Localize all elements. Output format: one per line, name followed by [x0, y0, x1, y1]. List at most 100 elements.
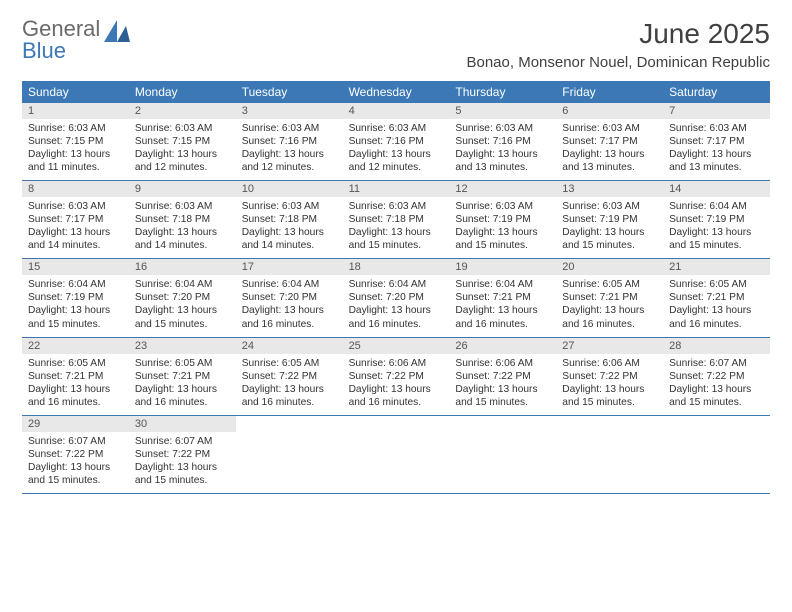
day-cell: 4Sunrise: 6:03 AMSunset: 7:16 PMDaylight… [343, 103, 450, 180]
day-cell: 27Sunrise: 6:06 AMSunset: 7:22 PMDayligh… [556, 338, 663, 415]
daylight-text: Daylight: 13 hours and 16 minutes. [242, 383, 337, 409]
day-cell [556, 416, 663, 493]
day-number: 5 [449, 103, 556, 119]
day-number: 11 [343, 181, 450, 197]
day-cell: 10Sunrise: 6:03 AMSunset: 7:18 PMDayligh… [236, 181, 343, 258]
weekday-label: Sunday [22, 81, 129, 103]
day-number: 13 [556, 181, 663, 197]
day-cell: 29Sunrise: 6:07 AMSunset: 7:22 PMDayligh… [22, 416, 129, 493]
daylight-text: Daylight: 13 hours and 16 minutes. [135, 383, 230, 409]
weekday-label: Monday [129, 81, 236, 103]
daylight-text: Daylight: 13 hours and 15 minutes. [135, 304, 230, 330]
day-number: 3 [236, 103, 343, 119]
day-number: 9 [129, 181, 236, 197]
sunset-text: Sunset: 7:15 PM [135, 135, 230, 148]
sunrise-text: Sunrise: 6:07 AM [669, 357, 764, 370]
sunset-text: Sunset: 7:16 PM [455, 135, 550, 148]
daylight-text: Daylight: 13 hours and 13 minutes. [562, 148, 657, 174]
sunrise-text: Sunrise: 6:03 AM [135, 122, 230, 135]
week-row: 1Sunrise: 6:03 AMSunset: 7:15 PMDaylight… [22, 103, 770, 181]
sunrise-text: Sunrise: 6:03 AM [242, 200, 337, 213]
sunset-text: Sunset: 7:17 PM [28, 213, 123, 226]
day-cell [236, 416, 343, 493]
day-cell: 7Sunrise: 6:03 AMSunset: 7:17 PMDaylight… [663, 103, 770, 180]
day-cell: 18Sunrise: 6:04 AMSunset: 7:20 PMDayligh… [343, 259, 450, 336]
sunrise-text: Sunrise: 6:03 AM [562, 200, 657, 213]
calendar: Sunday Monday Tuesday Wednesday Thursday… [22, 81, 770, 494]
logo: General Blue [22, 18, 130, 62]
daylight-text: Daylight: 13 hours and 16 minutes. [349, 383, 444, 409]
day-number: 24 [236, 338, 343, 354]
sunset-text: Sunset: 7:19 PM [669, 213, 764, 226]
sunrise-text: Sunrise: 6:03 AM [242, 122, 337, 135]
sunset-text: Sunset: 7:21 PM [562, 291, 657, 304]
logo-mark-icon [104, 20, 130, 42]
sunrise-text: Sunrise: 6:03 AM [28, 122, 123, 135]
sunrise-text: Sunrise: 6:05 AM [242, 357, 337, 370]
day-cell: 15Sunrise: 6:04 AMSunset: 7:19 PMDayligh… [22, 259, 129, 336]
sunrise-text: Sunrise: 6:04 AM [349, 278, 444, 291]
day-cell: 12Sunrise: 6:03 AMSunset: 7:19 PMDayligh… [449, 181, 556, 258]
sunrise-text: Sunrise: 6:03 AM [455, 200, 550, 213]
weekday-label: Thursday [449, 81, 556, 103]
week-row: 22Sunrise: 6:05 AMSunset: 7:21 PMDayligh… [22, 338, 770, 416]
daylight-text: Daylight: 13 hours and 15 minutes. [28, 461, 123, 487]
day-cell: 26Sunrise: 6:06 AMSunset: 7:22 PMDayligh… [449, 338, 556, 415]
sunrise-text: Sunrise: 6:07 AM [28, 435, 123, 448]
daylight-text: Daylight: 13 hours and 16 minutes. [349, 304, 444, 330]
daylight-text: Daylight: 13 hours and 15 minutes. [135, 461, 230, 487]
sunset-text: Sunset: 7:20 PM [135, 291, 230, 304]
daylight-text: Daylight: 13 hours and 11 minutes. [28, 148, 123, 174]
sunrise-text: Sunrise: 6:03 AM [455, 122, 550, 135]
week-row: 15Sunrise: 6:04 AMSunset: 7:19 PMDayligh… [22, 259, 770, 337]
title-block: June 2025 Bonao, Monsenor Nouel, Dominic… [466, 18, 770, 71]
day-cell: 16Sunrise: 6:04 AMSunset: 7:20 PMDayligh… [129, 259, 236, 336]
day-number: 28 [663, 338, 770, 354]
sunrise-text: Sunrise: 6:04 AM [28, 278, 123, 291]
day-cell: 30Sunrise: 6:07 AMSunset: 7:22 PMDayligh… [129, 416, 236, 493]
day-number: 19 [449, 259, 556, 275]
daylight-text: Daylight: 13 hours and 16 minutes. [455, 304, 550, 330]
day-cell: 9Sunrise: 6:03 AMSunset: 7:18 PMDaylight… [129, 181, 236, 258]
sunset-text: Sunset: 7:19 PM [562, 213, 657, 226]
day-number: 14 [663, 181, 770, 197]
day-number: 10 [236, 181, 343, 197]
daylight-text: Daylight: 13 hours and 14 minutes. [242, 226, 337, 252]
daylight-text: Daylight: 13 hours and 15 minutes. [562, 226, 657, 252]
sunset-text: Sunset: 7:18 PM [135, 213, 230, 226]
daylight-text: Daylight: 13 hours and 14 minutes. [28, 226, 123, 252]
sunrise-text: Sunrise: 6:06 AM [455, 357, 550, 370]
sunrise-text: Sunrise: 6:03 AM [349, 200, 444, 213]
day-number: 30 [129, 416, 236, 432]
sunset-text: Sunset: 7:15 PM [28, 135, 123, 148]
day-number: 18 [343, 259, 450, 275]
day-number: 6 [556, 103, 663, 119]
sunrise-text: Sunrise: 6:05 AM [135, 357, 230, 370]
sunset-text: Sunset: 7:21 PM [135, 370, 230, 383]
sunset-text: Sunset: 7:18 PM [349, 213, 444, 226]
sunset-text: Sunset: 7:20 PM [242, 291, 337, 304]
day-cell: 13 Sunrise: 6:03 AMSunset: 7:19 PMDayligh… [556, 181, 663, 258]
weekday-label: Friday [556, 81, 663, 103]
weekday-label: Wednesday [343, 81, 450, 103]
daylight-text: Daylight: 13 hours and 15 minutes. [349, 226, 444, 252]
day-cell: 20Sunrise: 6:05 AMSunset: 7:21 PMDayligh… [556, 259, 663, 336]
day-cell: 14Sunrise: 6:04 AMSunset: 7:19 PMDayligh… [663, 181, 770, 258]
day-cell: 25Sunrise: 6:06 AMSunset: 7:22 PMDayligh… [343, 338, 450, 415]
logo-text: General Blue [22, 18, 100, 62]
header: General Blue June 2025 Bonao, Monsenor N… [22, 18, 770, 71]
sunrise-text: Sunrise: 6:07 AM [135, 435, 230, 448]
day-cell [449, 416, 556, 493]
sunrise-text: Sunrise: 6:04 AM [669, 200, 764, 213]
logo-text-blue: Blue [22, 38, 66, 63]
day-cell: 11 Sunrise: 6:03 AMSunset: 7:18 PMDayligh… [343, 181, 450, 258]
day-number: 15 [22, 259, 129, 275]
weekday-header: Sunday Monday Tuesday Wednesday Thursday… [22, 81, 770, 103]
day-number: 22 [22, 338, 129, 354]
day-number: 29 [22, 416, 129, 432]
day-cell: 8Sunrise: 6:03 AMSunset: 7:17 PMDaylight… [22, 181, 129, 258]
daylight-text: Daylight: 13 hours and 15 minutes. [28, 304, 123, 330]
day-cell: 3Sunrise: 6:03 AMSunset: 7:16 PMDaylight… [236, 103, 343, 180]
daylight-text: Daylight: 13 hours and 13 minutes. [669, 148, 764, 174]
daylight-text: Daylight: 13 hours and 14 minutes. [135, 226, 230, 252]
